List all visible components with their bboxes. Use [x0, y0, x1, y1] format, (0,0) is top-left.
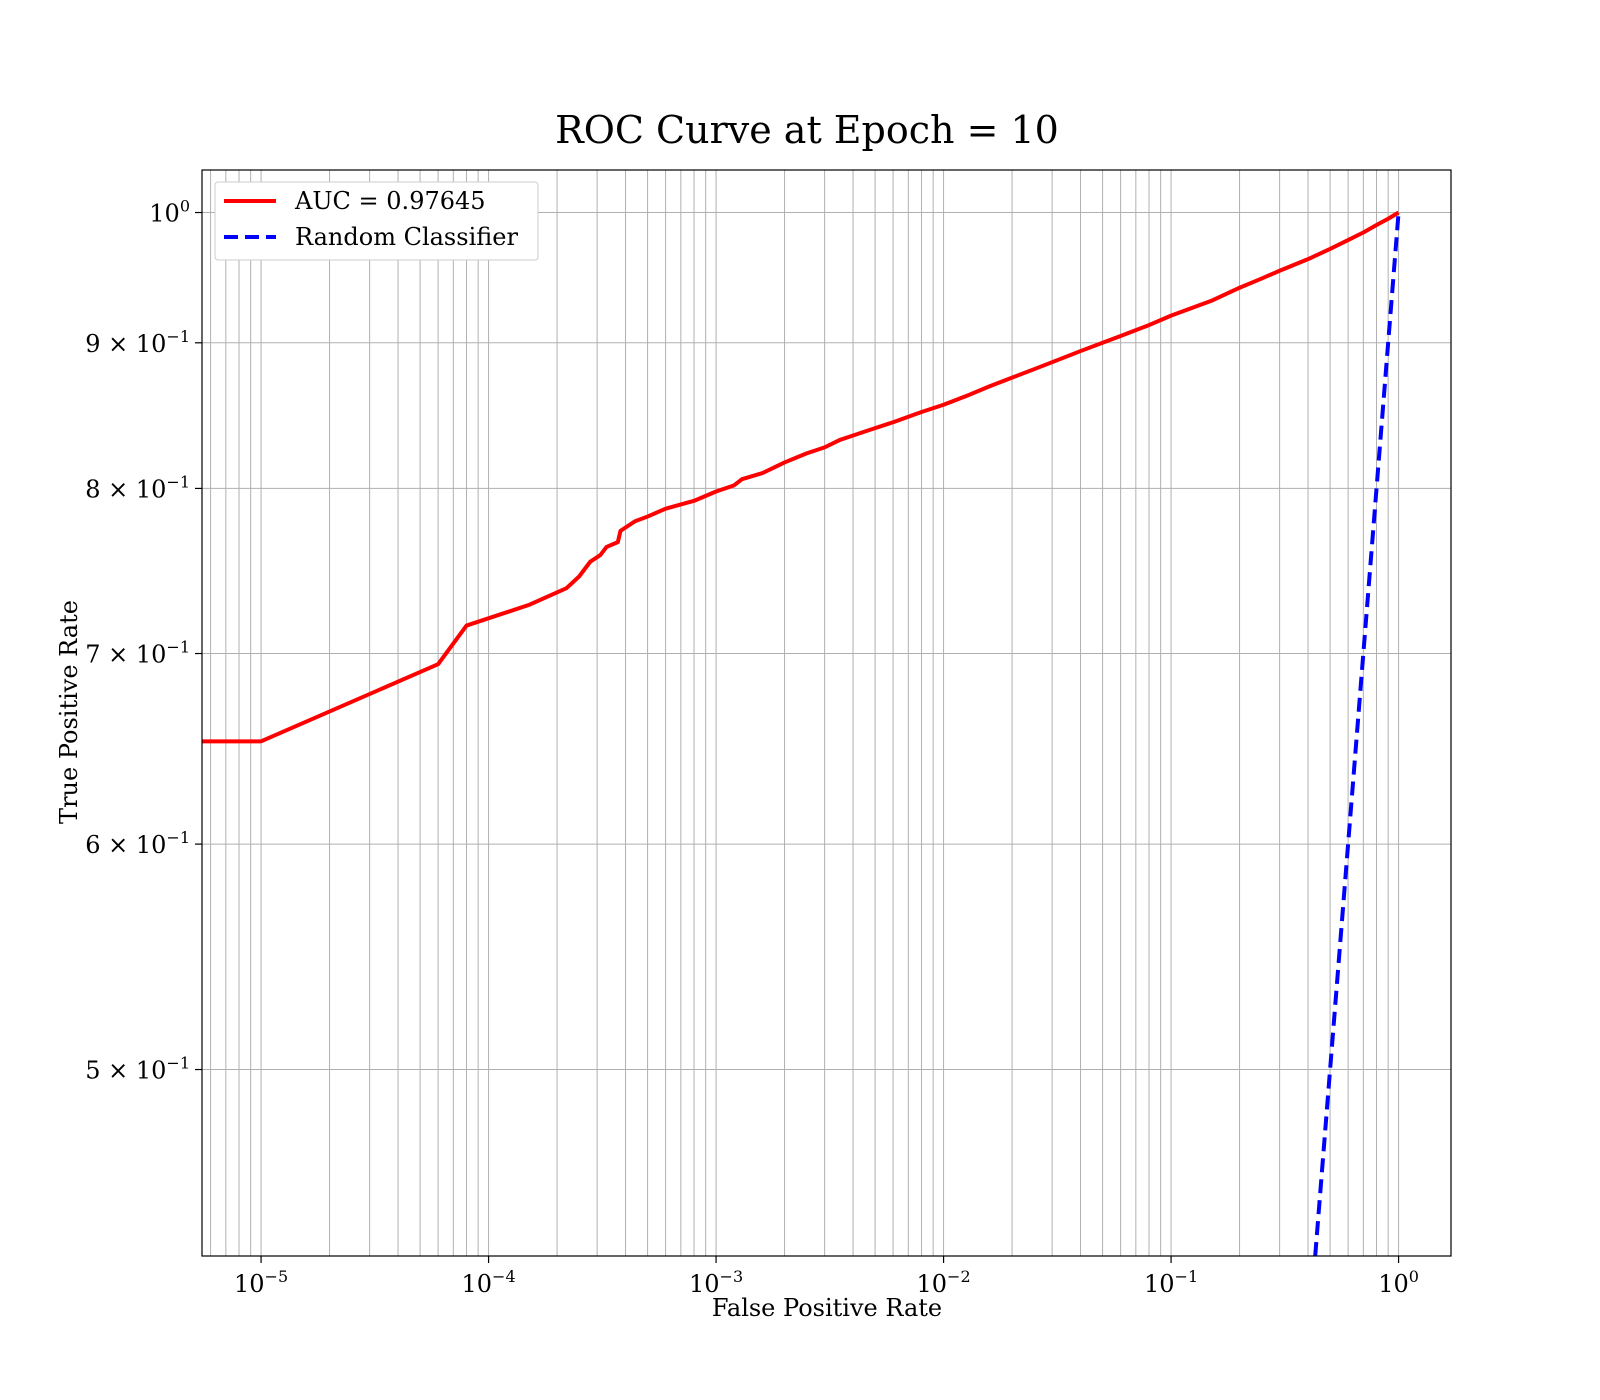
x-axis-label: False Positive Rate	[712, 1294, 942, 1322]
roc-curve-line	[202, 210, 1400, 744]
legend-label-random: Random Classifier	[295, 223, 518, 251]
x-tick-label: 10−3	[689, 1267, 743, 1298]
legend-box	[214, 181, 539, 261]
x-tick-label: 10−4	[461, 1267, 515, 1298]
y-tick-label: 7 × 10−1	[85, 638, 190, 669]
random-classifier-line	[1313, 212, 1401, 1256]
y-tick-label: 5 × 10−1	[85, 1054, 190, 1085]
legend: AUC = 0.97645 Random Classifier	[214, 181, 539, 261]
series-layer	[202, 210, 1401, 1256]
plot-area	[201, 169, 1452, 1257]
y-tick-label: 9 × 10−1	[85, 327, 190, 358]
y-axis-ticks: 100 9 × 10−1 8 × 10−1 7 × 10−1 6 × 10−1 5 × 1…	[85, 197, 202, 1085]
x-tick-label: 100	[1378, 1267, 1419, 1298]
x-tick-label: 10−1	[1144, 1267, 1198, 1298]
y-axis-label: True Positive Rate	[55, 600, 83, 824]
y-tick-label: 100	[149, 197, 190, 228]
chart-title: ROC Curve at Epoch = 10	[555, 108, 1059, 152]
legend-label-auc: AUC = 0.97645	[294, 187, 486, 215]
x-axis-ticks: 10−5 10−4 10−3 10−2 10−1 100	[234, 1256, 1419, 1298]
y-tick-label: 8 × 10−1	[85, 472, 190, 503]
x-tick-label: 10−2	[917, 1267, 971, 1298]
x-tick-label: 10−5	[234, 1267, 288, 1298]
grid	[202, 170, 1451, 1256]
y-tick-label: 6 × 10−1	[85, 828, 190, 859]
